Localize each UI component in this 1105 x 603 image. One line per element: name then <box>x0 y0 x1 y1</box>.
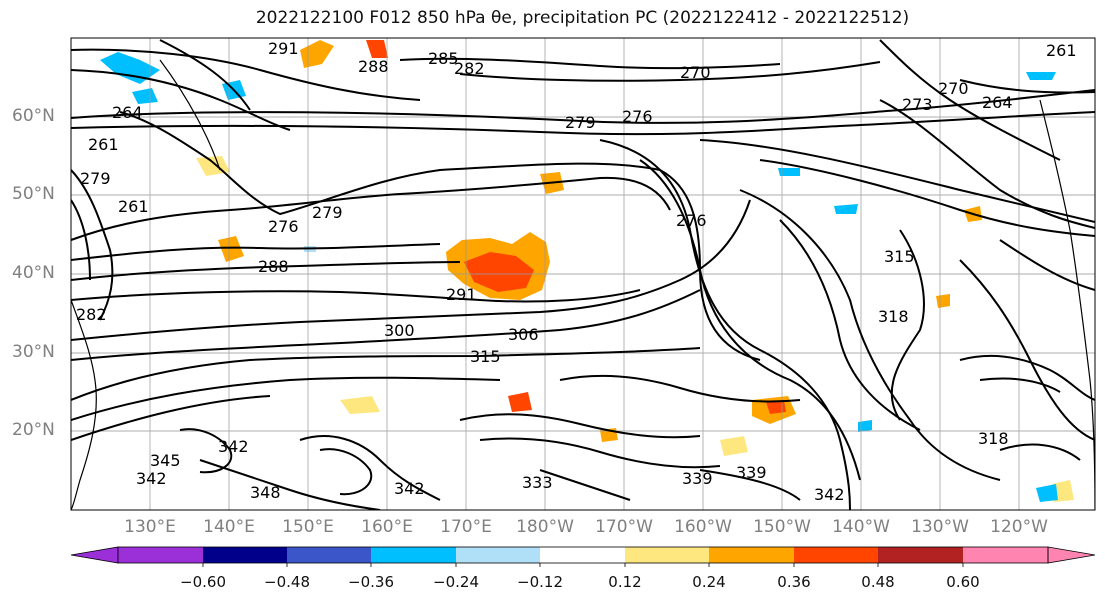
lon-label: 160°E <box>361 517 413 537</box>
lon-label: 130°E <box>124 517 176 537</box>
lat-label: 50°N <box>12 184 55 204</box>
contour-label: 291 <box>446 285 477 304</box>
colorbar-bin <box>709 547 794 563</box>
lon-label: 180°W <box>516 517 574 537</box>
colorbar-extend-low <box>70 546 119 564</box>
colorbar-tick-label: −0.36 <box>348 573 394 591</box>
contour-label: 333 <box>522 473 553 492</box>
colorbar-tick-label: 0.24 <box>692 573 726 591</box>
contour-label: 306 <box>508 325 539 344</box>
contour-label: 261 <box>118 197 149 216</box>
contour-label: 276 <box>268 217 299 236</box>
contour-label: 261 <box>88 135 119 154</box>
lon-label: 120°W <box>990 517 1048 537</box>
contour-label: 264 <box>982 93 1013 112</box>
contour-label: 276 <box>676 211 707 230</box>
lon-label: 170°W <box>595 517 653 537</box>
lon-label: 150°E <box>282 517 334 537</box>
colorbar-tick-label: 0.48 <box>861 573 895 591</box>
contour-label: 318 <box>978 429 1009 448</box>
colorbar-bin <box>794 547 878 563</box>
lat-label: 20°N <box>12 420 55 440</box>
theta-e-contours <box>71 39 1095 510</box>
contour-label: 270 <box>938 79 969 98</box>
lon-label: 130°W <box>911 517 969 537</box>
contour-label: 342 <box>218 437 249 456</box>
contour-label: 282 <box>76 305 107 324</box>
contour-label: 279 <box>80 169 111 188</box>
colorbar <box>70 546 1096 567</box>
colorbar-bin <box>625 547 709 563</box>
contour-label: 291 <box>268 39 299 58</box>
contour-label: 300 <box>384 321 415 340</box>
colorbar-tick-label: 0.60 <box>946 573 980 591</box>
lon-label: 140°E <box>203 517 255 537</box>
contour-label: 264 <box>112 103 143 122</box>
colorbar-bin <box>287 547 371 563</box>
contour-label: 288 <box>258 257 289 276</box>
colorbar-extend-high <box>1047 546 1096 564</box>
colorbar-tick-label: −0.48 <box>264 573 310 591</box>
colorbar-tick-label: 0.12 <box>608 573 642 591</box>
contour-label: 318 <box>878 307 909 326</box>
contour-label: 342 <box>814 485 845 504</box>
contour-label: 348 <box>250 483 281 502</box>
colorbar-tick-label: −0.60 <box>180 573 226 591</box>
graticule <box>71 38 1095 510</box>
colorbar-bin <box>456 547 540 563</box>
map-plot-area: 291 288 285 282 270 279 276 264 261 264 … <box>71 38 1095 510</box>
contour-label: 339 <box>736 463 767 482</box>
lon-label: 170°E <box>440 517 492 537</box>
lat-label: 60°N <box>12 106 55 126</box>
coastlines <box>71 59 1095 510</box>
contour-label: 282 <box>454 59 485 78</box>
chart-title: 2022122100 F012 850 hPa θe, precipitatio… <box>255 8 910 28</box>
colorbar-bin <box>963 547 1048 563</box>
contour-label: 273 <box>902 95 933 114</box>
contour-label: 261 <box>1046 41 1077 60</box>
lon-label: 160°W <box>674 517 732 537</box>
contour-label: 342 <box>394 479 425 498</box>
lon-label: 140°W <box>832 517 890 537</box>
lat-label: 40°N <box>12 263 55 283</box>
lon-label: 150°W <box>753 517 811 537</box>
contour-label: 285 <box>428 49 459 68</box>
contour-label: 276 <box>622 107 653 126</box>
contour-label: 339 <box>682 469 713 488</box>
colorbar-bin <box>118 547 203 563</box>
colorbar-bin <box>371 547 456 563</box>
contour-label: 315 <box>470 347 501 366</box>
contour-label: 345 <box>150 451 181 470</box>
colorbar-tick-label: 0.36 <box>777 573 811 591</box>
contour-label: 288 <box>358 57 389 76</box>
plot-frame <box>70 37 1096 511</box>
contour-label: 342 <box>136 469 167 488</box>
contour-label: 279 <box>565 113 596 132</box>
colorbar-tick-label: −0.24 <box>433 573 479 591</box>
colorbar-frame <box>117 546 1049 564</box>
colorbar-bin <box>540 547 625 563</box>
contour-labels: 291 288 285 282 270 279 276 264 261 264 … <box>76 39 1077 504</box>
colorbar-bin <box>878 547 963 563</box>
colorbar-bin <box>203 547 287 563</box>
contour-label: 270 <box>680 63 711 82</box>
colorbar-tick-label: −0.12 <box>517 573 563 591</box>
contour-label: 279 <box>312 203 343 222</box>
contour-label: 315 <box>884 247 915 266</box>
lat-label: 30°N <box>12 342 55 362</box>
